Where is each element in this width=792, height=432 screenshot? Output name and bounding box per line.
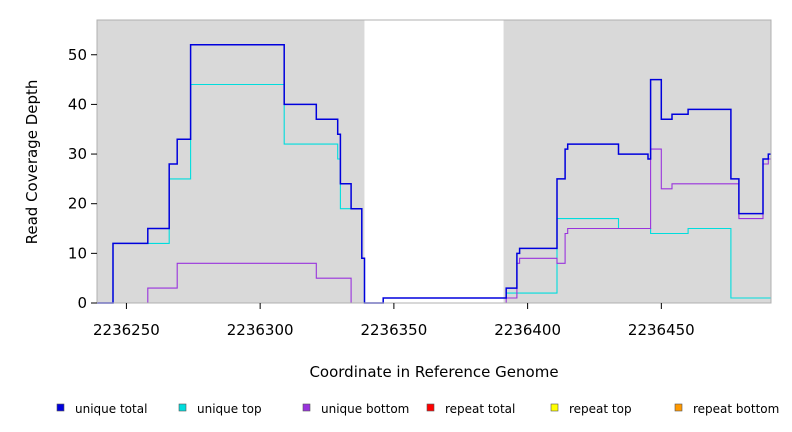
legend-swatch <box>178 403 187 412</box>
y-tick-label: 40 <box>68 95 87 113</box>
legend-label: unique bottom <box>321 402 409 416</box>
legend-swatch <box>56 403 65 412</box>
legend-label: repeat total <box>445 402 515 416</box>
series-line-unique-total <box>97 44 771 304</box>
legend-swatch <box>674 403 683 412</box>
y-tick-label: 30 <box>68 145 87 163</box>
legend-swatch <box>426 403 435 412</box>
legend-swatch <box>550 403 559 412</box>
x-tick-label: 2236450 <box>628 321 695 339</box>
legend-label: unique top <box>197 402 262 416</box>
legend-label: unique total <box>75 402 147 416</box>
plot-frame <box>96 19 772 304</box>
x-tick-label: 2236250 <box>93 321 160 339</box>
y-tick-label: 20 <box>68 195 87 213</box>
y-tick-label: 50 <box>68 46 87 64</box>
x-tick-label: 2236400 <box>494 321 561 339</box>
legend-swatch <box>302 403 311 412</box>
y-tick-label: 10 <box>68 244 87 262</box>
uncovered-regions <box>364 20 504 303</box>
x-tick-label: 2236300 <box>227 321 294 339</box>
legend: unique total unique top unique bottom repea… <box>56 402 779 416</box>
legend-label: repeat top <box>569 402 632 416</box>
y-axis: 0 10 20 30 40 50 <box>68 46 97 312</box>
x-axis-title: Coordinate in Reference Genome <box>309 363 558 381</box>
y-tick-label: 0 <box>77 294 87 312</box>
legend-label: repeat bottom <box>693 402 779 416</box>
uncovered-region <box>364 20 504 303</box>
x-tick-label: 2236350 <box>360 321 427 339</box>
x-axis: 2236250 2236300 2236350 2236400 2236450 <box>93 303 695 339</box>
y-axis-title: Read Coverage Depth <box>23 80 41 245</box>
